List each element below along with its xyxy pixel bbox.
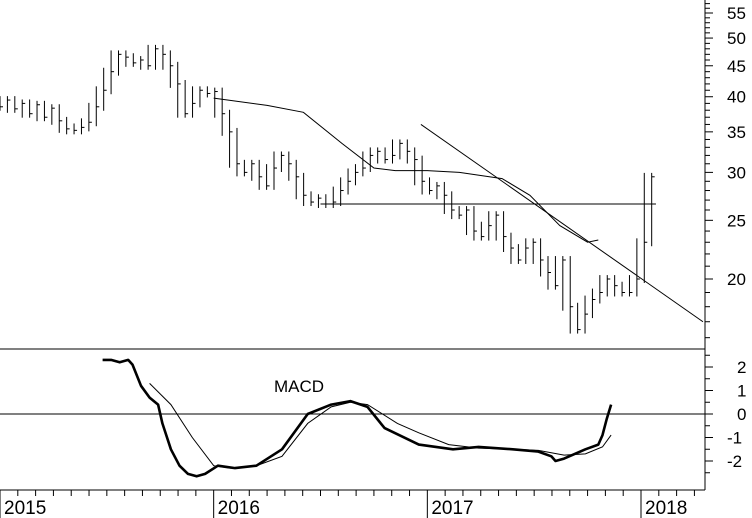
price-tick-label: 25 [727, 211, 746, 230]
x-axis: 2015 2016 2017 2018 [0, 490, 695, 518]
price-tick-label: 35 [727, 123, 746, 142]
macd-tick-label: 0 [737, 405, 746, 424]
macd-tick-label: 2 [737, 358, 746, 377]
x-tick-label: 2016 [218, 498, 260, 518]
price-tick-label: 30 [727, 163, 746, 182]
price-axis: 55 50 45 40 35 30 25 20 [705, 3, 746, 339]
price-tick-label: 40 [727, 88, 746, 107]
x-tick-label: 2018 [645, 498, 687, 518]
macd-line [102, 358, 613, 478]
macd-tick-label: -1 [727, 429, 742, 448]
macd-axis: 2 1 0 -1 -2 [705, 354, 746, 474]
price-tick-label: 20 [727, 270, 746, 289]
macd-panel: MACD 2 1 0 -1 -2 [0, 354, 746, 478]
moving-average-line [213, 97, 599, 243]
price-tick-label: 55 [727, 4, 746, 23]
price-bars [0, 44, 655, 334]
macd-tick-label: 1 [737, 382, 746, 401]
price-tick-label: 45 [727, 57, 746, 76]
trendline [420, 124, 704, 323]
price-tick-label: 50 [727, 29, 746, 48]
macd-tick-label: -2 [727, 452, 742, 471]
price-panel: 55 50 45 40 35 30 25 20 [0, 3, 746, 339]
x-tick-label: 2015 [4, 498, 46, 518]
macd-title: MACD [274, 377, 324, 396]
x-tick-label: 2017 [431, 498, 473, 518]
macd-signal-line [149, 383, 612, 469]
